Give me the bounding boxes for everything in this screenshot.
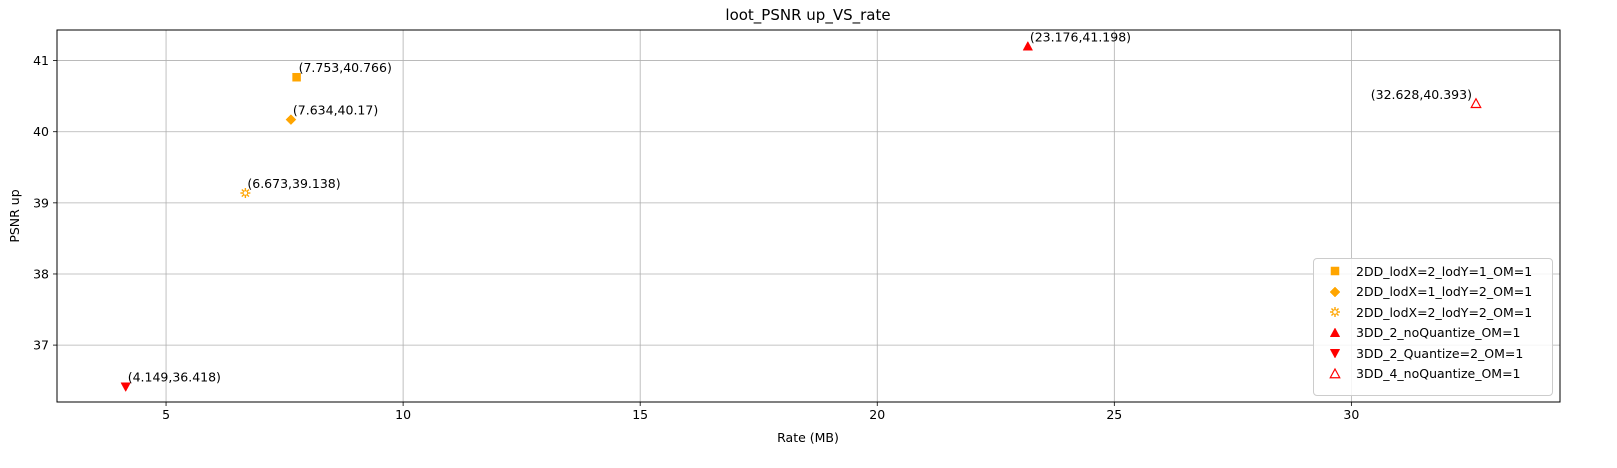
data-point: (32.628,40.393) — [1371, 87, 1482, 109]
data-point: (23.176,41.198) — [1022, 30, 1131, 51]
marker-triangle-up — [1022, 40, 1034, 51]
legend-item: 2DD_lodX=1_lodY=2_OM=1 — [1314, 282, 1532, 302]
y-tick-label: 38 — [33, 266, 49, 281]
legend-label: 2DD_lodX=2_lodY=1_OM=1 — [1356, 263, 1533, 279]
legend-marker — [1330, 266, 1340, 276]
y-tick-label: 37 — [33, 338, 49, 353]
marker-triangle-up — [1329, 367, 1341, 378]
data-point: (7.753,40.766) — [292, 60, 392, 82]
legend-label: 2DD_lodX=1_lodY=2_OM=1 — [1356, 284, 1533, 299]
legend-label: 3DD_2_noQuantize_OM=1 — [1356, 325, 1521, 340]
marker-square — [292, 72, 301, 82]
x-tick-label: 30 — [1343, 407, 1359, 422]
data-points: (7.753,40.766) (7.634,40.17) (6.673,39.138… — [120, 30, 1482, 393]
x-tick-label: 20 — [869, 407, 885, 422]
legend-marker — [1329, 349, 1341, 359]
marker-triangle-down — [1329, 349, 1341, 359]
data-point: (7.634,40.17) — [285, 103, 378, 125]
x-tick-label: 15 — [632, 407, 648, 422]
data-point: (4.149,36.418) — [120, 369, 221, 393]
x-tick-label: 10 — [395, 407, 411, 422]
legend-item: 2DD_lodX=2_lodY=2_OM=1 — [1314, 302, 1532, 322]
chart-title: loot_PSNR up_VS_rate — [725, 6, 890, 25]
y-axis-label: PSNR up — [7, 189, 22, 242]
legend: 2DD_lodX=2_lodY=1_OM=1 2DD_lodX=1_lodY=2_… — [1313, 258, 1553, 396]
marker-star — [240, 188, 251, 199]
x-tick-label: 5 — [162, 407, 170, 422]
legend-item: 3DD_2_Quantize=2_OM=1 — [1314, 343, 1523, 363]
legend-item: 3DD_2_noQuantize_OM=1 — [1314, 323, 1521, 343]
marker-square — [1330, 266, 1340, 276]
x-tick-label: 25 — [1106, 407, 1122, 422]
marker-diamond — [1329, 286, 1341, 297]
y-tick-label: 39 — [33, 195, 49, 210]
legend-label: 3DD_4_noQuantize_OM=1 — [1356, 366, 1521, 381]
legend-item: 2DD_lodX=2_lodY=1_OM=1 — [1314, 261, 1532, 281]
legend-marker — [1329, 367, 1341, 378]
data-label: (6.673,39.138) — [247, 176, 340, 191]
data-label: (23.176,41.198) — [1030, 30, 1131, 45]
marker-triangle-up — [1329, 326, 1341, 337]
data-label: (7.634,40.17) — [293, 103, 378, 118]
legend-marker — [1329, 286, 1341, 297]
data-point: (6.673,39.138) — [240, 176, 341, 199]
grid — [57, 30, 1560, 402]
legend-label: 2DD_lodX=2_lodY=2_OM=1 — [1356, 304, 1533, 320]
legend-item: 3DD_4_noQuantize_OM=1 — [1314, 364, 1521, 384]
marker-triangle-down — [120, 382, 131, 393]
data-label: (7.753,40.766) — [299, 60, 392, 75]
plot-frame — [56, 29, 1561, 403]
y-tick-label: 40 — [33, 124, 49, 139]
marker-star — [1330, 307, 1340, 317]
marker-triangle-up — [1470, 97, 1482, 109]
legend-marker — [1329, 326, 1341, 337]
marker-diamond — [285, 114, 297, 125]
x-axis-label: Rate (MB) — [777, 430, 839, 445]
y-tick-label: 41 — [33, 53, 49, 68]
data-label: (32.628,40.393) — [1371, 87, 1472, 102]
data-label: (4.149,36.418) — [128, 369, 221, 384]
legend-label: 3DD_2_Quantize=2_OM=1 — [1356, 345, 1524, 361]
axis-ticks: 5 10 15 20 25 30 37 38 39 40 41 — [33, 53, 1359, 422]
legend-marker — [1330, 307, 1340, 317]
